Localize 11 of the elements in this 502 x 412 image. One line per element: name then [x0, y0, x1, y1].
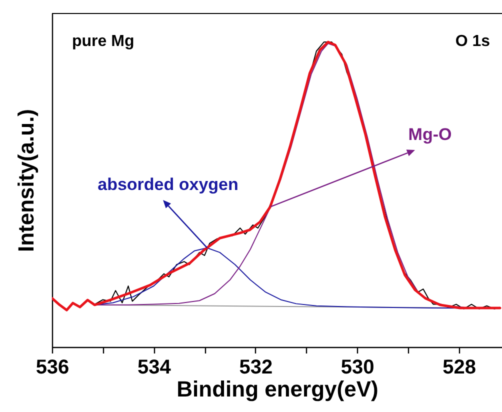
- annotation: O 1s: [455, 33, 490, 50]
- x-tick-label: 528: [442, 356, 476, 378]
- x-axis-title: Binding energy(eV): [176, 376, 378, 402]
- x-tick-label: 532: [239, 356, 273, 378]
- annotation: pure Mg: [72, 33, 134, 50]
- x-tick-label: 530: [340, 356, 374, 378]
- x-tick-label: 534: [138, 356, 172, 378]
- x-tick-label: 536: [36, 356, 70, 378]
- text: absorded oxygen: [98, 175, 238, 194]
- text: Mg-O: [408, 125, 452, 144]
- y-axis-title: Intensity(a.u.): [14, 108, 38, 252]
